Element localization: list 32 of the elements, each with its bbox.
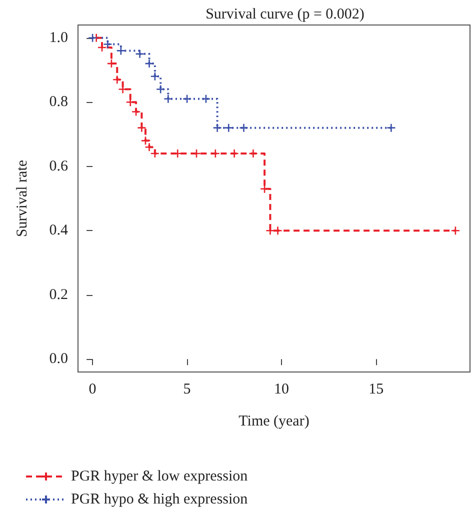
y-tick-label: 0.6 — [49, 158, 68, 174]
x-tick-label: 15 — [368, 382, 384, 398]
point — [144, 58, 154, 68]
point — [450, 226, 460, 236]
point — [112, 74, 122, 84]
point — [135, 49, 144, 59]
y-tick-label: 0.2 — [49, 286, 68, 303]
point — [88, 33, 98, 42]
legend-label: PGR hypo & high expression — [71, 492, 248, 508]
y-tick-label: 0.4 — [49, 222, 68, 239]
x-tick-label: 5 — [183, 382, 191, 398]
point — [230, 148, 239, 158]
point — [156, 84, 166, 94]
point — [239, 123, 248, 132]
y-axis-title: Survival rate — [14, 160, 30, 238]
y-tick-label: 1.0 — [49, 30, 68, 46]
point — [224, 123, 234, 132]
x-tick-label: 0 — [88, 382, 96, 398]
point — [212, 123, 222, 132]
point — [386, 123, 396, 132]
legend-label: PGR hyper & low expression — [71, 468, 248, 484]
x-tick-label: 10 — [274, 382, 290, 398]
y-tick-label: 0.0 — [49, 351, 68, 368]
point — [103, 40, 112, 49]
point — [248, 148, 258, 158]
point — [201, 94, 211, 104]
y-tick-label: 0.8 — [49, 94, 68, 110]
point — [116, 46, 126, 56]
x-axis-title: Time (year) — [238, 414, 310, 430]
point — [182, 94, 192, 104]
chart-title: Survival curve (p = 0.002) — [206, 6, 364, 22]
point — [131, 107, 141, 116]
